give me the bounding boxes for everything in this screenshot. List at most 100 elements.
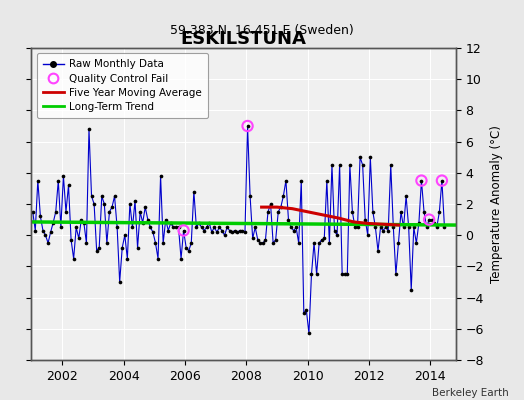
Point [208, 229, 216, 235]
Point [389, 224, 398, 230]
Point [221, 232, 229, 238]
Point [289, 227, 298, 234]
Point [49, 220, 57, 226]
Point [100, 201, 108, 207]
Point [369, 209, 377, 215]
Title: ESKILSTUNA: ESKILSTUNA [181, 30, 307, 48]
Point [74, 235, 83, 242]
Point [85, 126, 93, 132]
Point [417, 177, 425, 184]
Point [51, 209, 60, 215]
Point [179, 227, 188, 234]
Point [248, 235, 257, 242]
Y-axis label: Temperature Anomaly (°C): Temperature Anomaly (°C) [489, 125, 503, 283]
Point [366, 154, 375, 160]
Point [310, 240, 318, 246]
Point [113, 224, 122, 230]
Point [277, 204, 285, 210]
Point [108, 204, 116, 210]
Point [57, 224, 65, 230]
Point [325, 240, 334, 246]
Point [387, 162, 395, 168]
Point [225, 227, 234, 234]
Point [266, 201, 275, 207]
Point [410, 224, 418, 230]
Point [435, 209, 443, 215]
Point [302, 307, 311, 313]
Point [312, 271, 321, 278]
Point [198, 224, 206, 230]
Point [41, 232, 50, 238]
Point [356, 154, 364, 160]
Point [361, 216, 369, 223]
Point [341, 271, 349, 278]
Point [88, 193, 96, 199]
Point [44, 240, 52, 246]
Point [164, 227, 172, 234]
Point [407, 286, 416, 293]
Legend: Raw Monthly Data, Quality Control Fail, Five Year Moving Average, Long-Term Tren: Raw Monthly Data, Quality Control Fail, … [37, 53, 208, 118]
Point [47, 229, 55, 235]
Point [384, 227, 392, 234]
Point [123, 255, 132, 262]
Point [338, 271, 346, 278]
Point [246, 193, 254, 199]
Point [379, 227, 387, 234]
Point [172, 224, 180, 230]
Point [374, 248, 382, 254]
Point [28, 209, 37, 215]
Point [256, 240, 265, 246]
Point [333, 232, 341, 238]
Point [179, 227, 188, 234]
Point [169, 224, 178, 230]
Point [151, 240, 160, 246]
Point [282, 177, 290, 184]
Point [115, 279, 124, 285]
Point [285, 216, 293, 223]
Point [279, 193, 288, 199]
Point [62, 209, 70, 215]
Point [90, 201, 99, 207]
Point [174, 224, 183, 230]
Point [425, 216, 433, 223]
Point [238, 227, 247, 234]
Point [300, 310, 308, 316]
Point [422, 224, 431, 230]
Point [269, 240, 277, 246]
Point [414, 220, 423, 226]
Point [195, 220, 203, 226]
Point [184, 248, 193, 254]
Point [202, 224, 211, 230]
Point [305, 330, 313, 337]
Point [287, 224, 295, 230]
Point [251, 224, 259, 230]
Point [254, 237, 262, 243]
Point [70, 255, 78, 262]
Point [192, 224, 201, 230]
Point [54, 177, 62, 184]
Point [36, 213, 45, 220]
Point [121, 232, 129, 238]
Text: Berkeley Earth: Berkeley Earth [432, 388, 508, 398]
Point [141, 204, 149, 210]
Point [376, 224, 385, 230]
Point [323, 177, 331, 184]
Point [231, 227, 239, 234]
Point [134, 244, 142, 251]
Point [307, 271, 315, 278]
Point [92, 248, 101, 254]
Point [31, 227, 39, 234]
Point [167, 220, 175, 226]
Point [330, 227, 339, 234]
Point [346, 162, 354, 168]
Point [210, 224, 219, 230]
Point [128, 224, 137, 230]
Point [233, 229, 242, 235]
Point [417, 177, 425, 184]
Point [39, 227, 47, 234]
Point [154, 255, 162, 262]
Point [156, 173, 165, 179]
Point [126, 201, 134, 207]
Point [243, 123, 252, 129]
Point [205, 220, 213, 226]
